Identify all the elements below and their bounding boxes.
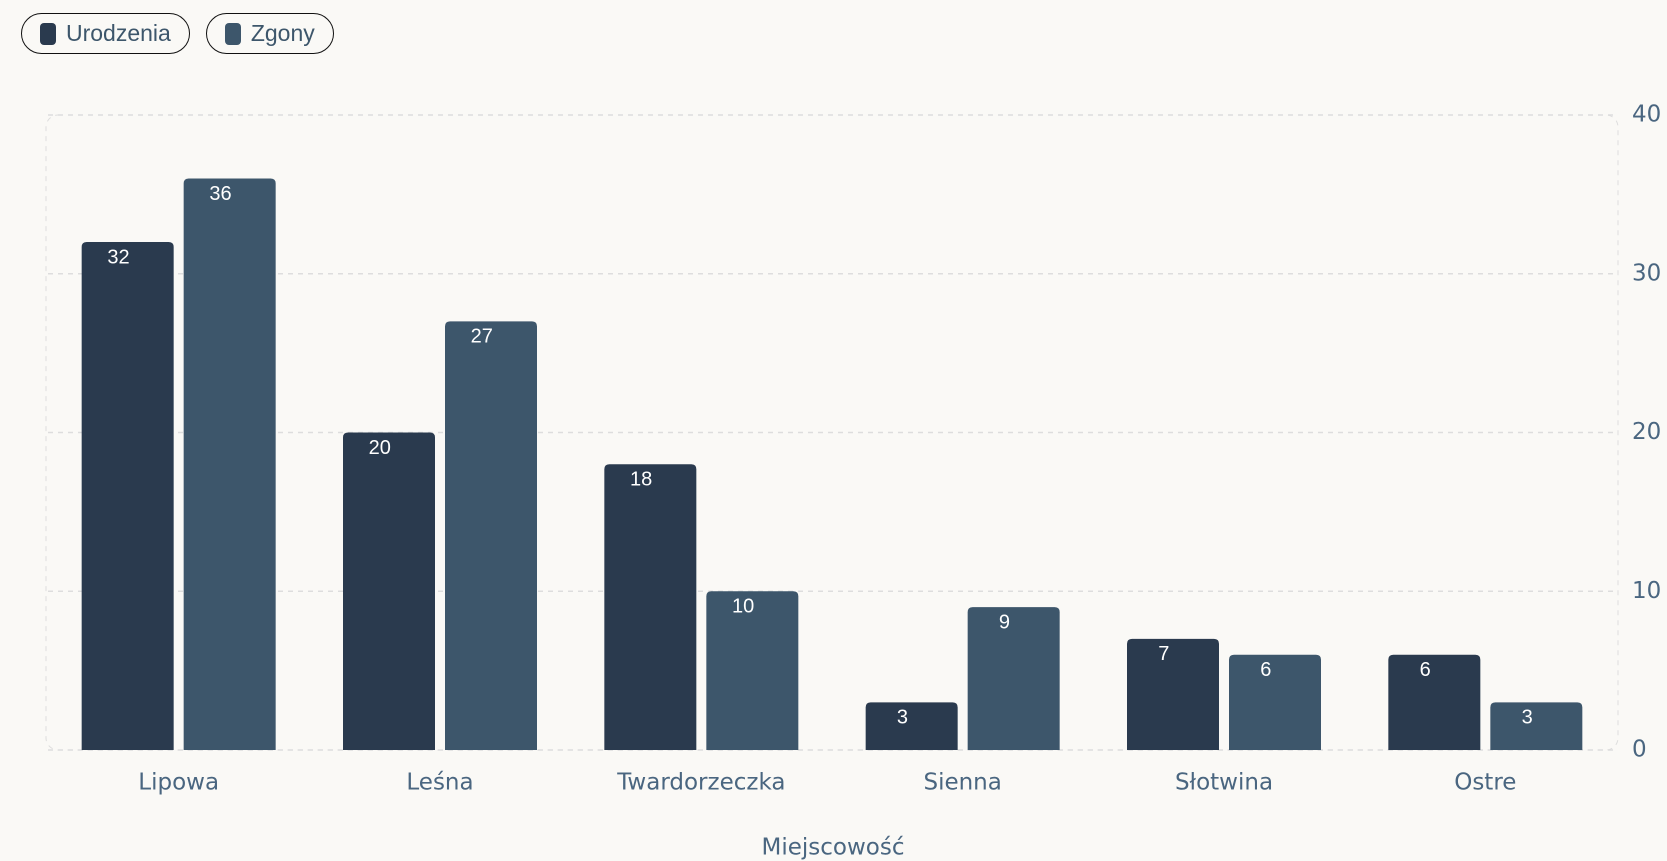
y-tick-label: 0	[1632, 737, 1647, 763]
y-tick-label: 20	[1632, 419, 1661, 445]
bar	[343, 432, 435, 750]
legend-item[interactable]: Zgony	[205, 13, 334, 54]
bar	[604, 464, 697, 750]
data-label: 3	[1522, 707, 1533, 729]
data-label: 36	[209, 183, 231, 205]
x-tick-label: Słotwina	[1175, 770, 1273, 796]
legend-swatch	[224, 22, 241, 45]
bar	[706, 591, 799, 750]
y-tick-label: 30	[1632, 260, 1661, 286]
bar	[1490, 702, 1583, 750]
bar	[1127, 638, 1219, 750]
data-label: 6	[1260, 659, 1271, 681]
legend: Urodzenia Zgony	[21, 13, 334, 54]
data-label: 3	[897, 707, 908, 729]
x-tick-label: Twardorzeczka	[616, 770, 785, 796]
data-label: 7	[1158, 643, 1169, 665]
bar	[1229, 654, 1321, 750]
data-label: 18	[630, 469, 652, 491]
y-tick-label: 40	[1632, 102, 1661, 128]
bar	[445, 321, 537, 750]
data-label: 27	[471, 326, 493, 348]
data-label: 32	[107, 246, 129, 268]
bar	[967, 607, 1060, 750]
data-label: 6	[1420, 659, 1431, 681]
x-tick-label: Sienna	[923, 770, 1001, 796]
bar	[865, 702, 958, 750]
x-tick-label: Lipowa	[138, 770, 219, 796]
data-label: 10	[732, 596, 754, 618]
legend-swatch	[40, 22, 56, 45]
y-tick-label: 10	[1632, 578, 1661, 604]
x-axis-title: Miejscowość	[762, 835, 905, 861]
bar	[183, 178, 276, 750]
bar	[1388, 654, 1481, 750]
data-label: 9	[999, 611, 1010, 633]
legend-label: Urodzenia	[66, 20, 171, 46]
x-tick-label: Ostre	[1454, 770, 1516, 796]
bar	[81, 242, 174, 750]
legend-item[interactable]: Urodzenia	[21, 13, 190, 54]
x-tick-label: Leśna	[406, 770, 473, 796]
data-label: 20	[369, 437, 391, 459]
legend-label: Zgony	[250, 20, 315, 46]
